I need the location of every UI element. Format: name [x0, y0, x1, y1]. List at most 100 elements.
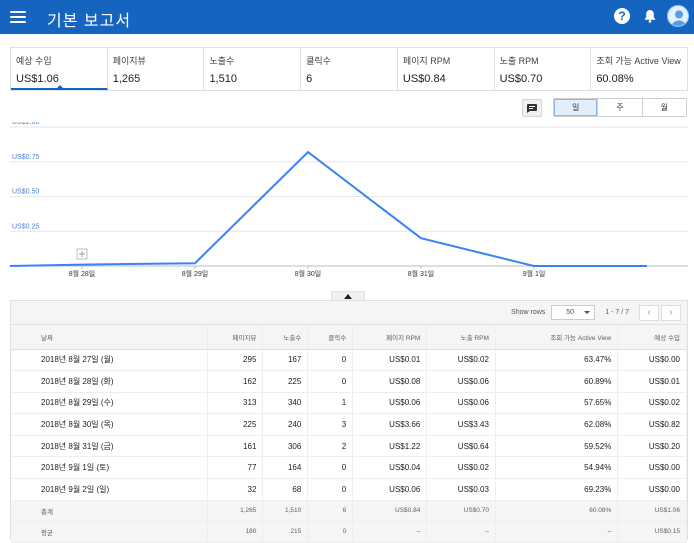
cell-date: 2018년 8월 30일 (목) — [11, 414, 207, 436]
metric-card-impressions[interactable]: 노출수 1,510 — [204, 48, 301, 90]
cell-clicks: 0 — [308, 521, 353, 542]
granularity-day-button[interactable]: 일 — [554, 99, 598, 116]
metric-card-active-view[interactable]: 조회 가능 Active View 60.08% — [591, 48, 687, 90]
cell-impressions: 68 — [263, 479, 308, 501]
cell-date: 평균 — [11, 521, 207, 542]
y-tick-label: US$0.25 — [12, 223, 39, 230]
cell-date: 2018년 9월 1일 (토) — [11, 457, 207, 479]
next-page-button[interactable]: › — [661, 305, 681, 321]
cell-impressions: 340 — [263, 392, 308, 414]
cell-impression-rpm: US$0.03 — [427, 479, 496, 501]
column-header-clicks[interactable]: 클릭수 — [308, 325, 353, 349]
chevron-right-icon: › — [669, 307, 672, 318]
cell-active-view: 57.65% — [495, 392, 617, 414]
cell-active-view: – — [495, 521, 617, 542]
cell-date: 2018년 8월 29일 (수) — [11, 392, 207, 414]
column-header-page-rpm[interactable]: 페이지 RPM — [353, 325, 427, 349]
granularity-week-button[interactable]: 주 — [598, 99, 642, 116]
cell-date: 2018년 9월 2일 (일) — [11, 479, 207, 501]
cell-clicks: 2 — [308, 435, 353, 457]
y-tick-label: US$0.50 — [12, 189, 39, 196]
cell-impression-rpm: US$0.64 — [427, 435, 496, 457]
cell-page-rpm: US$0.84 — [353, 500, 427, 521]
avatar[interactable] — [667, 5, 689, 27]
metric-label: 클릭수 — [306, 54, 392, 67]
cell-impression-rpm: US$0.06 — [427, 371, 496, 393]
cell-page-rpm: US$3.66 — [353, 414, 427, 436]
rows-per-page-select[interactable]: 50 — [551, 305, 595, 320]
metric-card-estimated-earnings[interactable]: 예상 수입 US$1.06 — [11, 48, 108, 90]
cell-impression-rpm: US$0.70 — [427, 500, 496, 521]
granularity-month-button[interactable]: 월 — [643, 99, 686, 116]
column-header-impressions[interactable]: 노출수 — [263, 325, 308, 349]
cell-impression-rpm: US$3.43 — [427, 414, 496, 436]
x-tick-label: 8월 31일 — [408, 269, 435, 278]
column-header-date[interactable]: 날짜 — [11, 325, 207, 349]
metric-label: 페이지뷰 — [113, 54, 199, 67]
column-header-earnings[interactable]: 예상 수입 — [618, 325, 687, 349]
cell-page-views: 1,265 — [207, 500, 263, 521]
cell-impressions: 240 — [263, 414, 308, 436]
cell-clicks: 0 — [308, 479, 353, 501]
metric-label: 예상 수입 — [16, 54, 102, 67]
app-bar: 기본 보고서 ? — [0, 0, 694, 34]
menu-icon[interactable] — [10, 9, 26, 25]
column-header-active-view[interactable]: 조회 가능 Active View — [495, 325, 617, 349]
column-header-impression-rpm[interactable]: 노출 RPM — [427, 325, 496, 349]
metric-value: US$0.70 — [500, 73, 586, 85]
metric-card-clicks[interactable]: 클릭수 6 — [301, 48, 398, 90]
cell-impressions: 215 — [263, 521, 308, 542]
cell-date: 2018년 8월 31일 (금) — [11, 435, 207, 457]
cell-clicks: 0 — [308, 349, 353, 371]
cell-page-views: 180 — [207, 521, 263, 542]
metric-label: 페이지 RPM — [403, 54, 489, 67]
metric-card-page-views[interactable]: 페이지뷰 1,265 — [108, 48, 205, 90]
metric-label: 노출 RPM — [500, 54, 586, 67]
cell-page-views: 295 — [207, 349, 263, 371]
metric-value: US$0.84 — [403, 73, 489, 85]
cell-clicks: 3 — [308, 414, 353, 436]
selected-caret-icon — [55, 85, 65, 90]
annotation-button[interactable] — [522, 99, 542, 117]
cell-earnings: US$0.00 — [618, 457, 687, 479]
notifications-icon[interactable] — [642, 8, 658, 24]
prev-page-button[interactable]: ‹ — [639, 305, 659, 321]
comment-icon — [527, 104, 537, 113]
cell-earnings: US$0.20 — [618, 435, 687, 457]
cell-earnings: US$1.06 — [618, 500, 687, 521]
cell-impressions: 225 — [263, 371, 308, 393]
cell-impression-rpm: US$0.06 — [427, 392, 496, 414]
metric-card-page-rpm[interactable]: 페이지 RPM US$0.84 — [398, 48, 495, 90]
show-rows-label: Show rows — [511, 309, 545, 316]
table-header-row: 날짜 페이지뷰 노출수 클릭수 페이지 RPM 노출 RPM 조회 가능 Act… — [11, 325, 687, 349]
metric-label: 조회 가능 Active View — [596, 54, 682, 67]
cell-active-view: 60.89% — [495, 371, 617, 393]
cell-active-view: 69.23% — [495, 479, 617, 501]
column-header-page-views[interactable]: 페이지뷰 — [207, 325, 263, 349]
table-pager: Show rows 50 1 - 7 / 7 ‹ › — [11, 301, 687, 325]
cell-page-views: 313 — [207, 392, 263, 414]
cell-active-view: 62.08% — [495, 414, 617, 436]
cell-impression-rpm: US$0.02 — [427, 457, 496, 479]
metric-value: 6 — [306, 73, 392, 85]
cell-page-rpm: US$1.22 — [353, 435, 427, 457]
cell-date: 2018년 8월 27일 (월) — [11, 349, 207, 371]
cell-page-views: 77 — [207, 457, 263, 479]
cell-earnings: US$0.00 — [618, 349, 687, 371]
granularity-toggle: 일 주 월 — [553, 98, 687, 117]
cell-impression-rpm: – — [427, 521, 496, 542]
metric-card-impression-rpm[interactable]: 노출 RPM US$0.70 — [495, 48, 592, 90]
report-table: 날짜 페이지뷰 노출수 클릭수 페이지 RPM 노출 RPM 조회 가능 Act… — [11, 325, 687, 543]
cell-impression-rpm: US$0.02 — [427, 349, 496, 371]
cell-impressions: 164 — [263, 457, 308, 479]
x-tick-label: 9월 1일 — [523, 269, 546, 278]
help-icon[interactable]: ? — [614, 8, 630, 24]
cell-page-rpm: US$0.01 — [353, 349, 427, 371]
